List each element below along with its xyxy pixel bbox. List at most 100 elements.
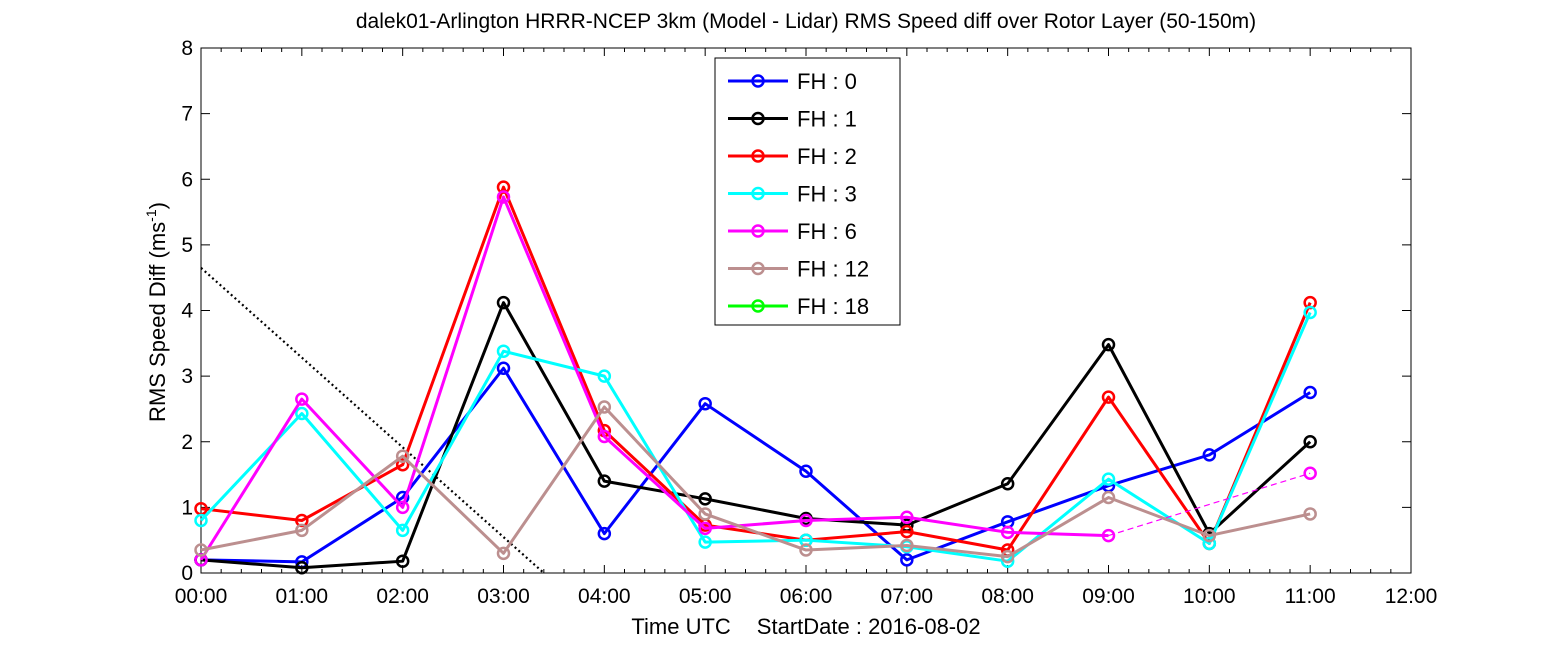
legend-swatch-marker [751, 224, 765, 238]
legend-swatch-marker [751, 149, 765, 163]
data-point [1101, 472, 1116, 486]
y-tick-label: 0 [181, 562, 193, 585]
series-line [200, 301, 1312, 570]
data-point [1202, 528, 1217, 543]
data-point [395, 500, 410, 515]
data-point [1000, 549, 1015, 564]
legend-box [714, 57, 901, 326]
data-point [295, 392, 309, 406]
x-tick-label: 00:00 [175, 585, 228, 608]
y-tick-label: 3 [181, 365, 193, 388]
data-point [1202, 536, 1217, 551]
legend-entry: FH : 12 [797, 257, 869, 282]
y-tick-label: 6 [181, 168, 193, 191]
legend-swatch-marker [751, 261, 765, 276]
data-point [496, 546, 511, 561]
legend-swatch-marker [751, 299, 765, 313]
legend-entry: FH : 1 [797, 107, 857, 132]
data-point [295, 561, 309, 575]
data-point [295, 523, 309, 538]
data-point [194, 513, 208, 528]
data-point [900, 524, 914, 539]
reference-line-group [200, 267, 545, 574]
x-tick-label: 02:00 [376, 585, 429, 608]
x-tick-label: 06:00 [780, 585, 833, 608]
data-point [1303, 507, 1317, 521]
x-tick-label: 08:00 [981, 585, 1034, 608]
data-point [698, 535, 712, 549]
data-point [295, 406, 309, 421]
data-point [395, 523, 410, 538]
data-point [698, 396, 712, 411]
data-point [597, 429, 612, 444]
data-point [900, 510, 914, 524]
legend-entry: FH : 3 [797, 182, 857, 207]
x-axis-label: Time UTC StartDate : 2016-08-02 [631, 614, 980, 639]
legend-swatch-marker [751, 186, 765, 201]
data-point [799, 464, 813, 479]
data-point [1303, 435, 1317, 449]
data-point [1101, 390, 1116, 404]
data-point [799, 513, 813, 528]
y-tick-label: 4 [181, 300, 193, 323]
data-point [496, 190, 511, 204]
y-tick-label: 8 [181, 37, 193, 60]
x-tick-label: 05:00 [679, 585, 732, 608]
data-point [698, 507, 712, 521]
x-tick-label: 11:00 [1285, 585, 1336, 608]
data-point [1101, 528, 1116, 543]
data-point [1202, 448, 1217, 462]
data-point [496, 344, 511, 358]
legend-swatch-marker [751, 111, 765, 126]
y-axis-label-main: RMS Speed Diff (ms [145, 222, 170, 422]
data-point [1000, 525, 1015, 540]
data-point [1303, 385, 1317, 400]
chart-title: dalek01-Arlington HRRR-NCEP 3km (Model -… [356, 10, 1256, 33]
legend-entry: FH : 2 [797, 144, 857, 169]
x-tick-label: 01:00 [276, 585, 329, 608]
data-point [900, 538, 914, 553]
x-axis-label-start: StartDate : 2016-08-02 [757, 614, 981, 639]
legend-swatch-marker [751, 74, 765, 88]
axes: 00:00 01:00 02:00 03:00 04:00 05:00 06:00 07:00… [175, 37, 1438, 608]
y-axis-label-close: ) [145, 202, 170, 209]
data-point [900, 553, 914, 567]
data-point [1101, 337, 1116, 352]
data-point [395, 457, 410, 472]
x-tick-label: 03:00 [477, 585, 530, 608]
data-point [496, 361, 511, 375]
data-point [799, 543, 813, 557]
y-axis-label-sup: -1 [143, 209, 159, 222]
x-tick-label: 12:00 [1385, 585, 1438, 608]
x-tick-label: 07:00 [881, 585, 934, 608]
dotted-reference-line [200, 267, 545, 574]
data-point [597, 400, 612, 414]
x-tick-label: 09:00 [1082, 585, 1135, 608]
series-4 [194, 190, 1317, 567]
data-point [1303, 305, 1317, 320]
y-axis-label: RMS Speed Diff (ms-1) [143, 202, 170, 422]
series-line [200, 366, 1311, 564]
y-tick-label: 2 [181, 431, 193, 454]
data-point [496, 295, 511, 310]
data-point [194, 543, 208, 557]
data-point [1000, 477, 1015, 491]
x-axis-label-time: Time UTC [631, 614, 731, 639]
series-layer [194, 180, 1317, 575]
data-point [597, 474, 612, 488]
data-point [597, 526, 612, 541]
legend-entry: FH : 6 [797, 219, 857, 244]
data-point [395, 554, 410, 568]
legend-entry: FH : 0 [797, 69, 857, 94]
data-point [1303, 466, 1317, 480]
legend: FH : 0 FH : 1 FH : 2 FH : 3 FH : 6 FH : 12 FH … [714, 57, 901, 326]
series-5 [194, 400, 1317, 564]
y-tick-label: 1 [181, 496, 193, 519]
y-tick-label: 5 [181, 234, 193, 257]
series-line [199, 311, 1312, 563]
data-point [698, 492, 712, 506]
legend-entry: FH : 18 [797, 294, 869, 319]
x-tick-label: 10:00 [1183, 585, 1236, 608]
